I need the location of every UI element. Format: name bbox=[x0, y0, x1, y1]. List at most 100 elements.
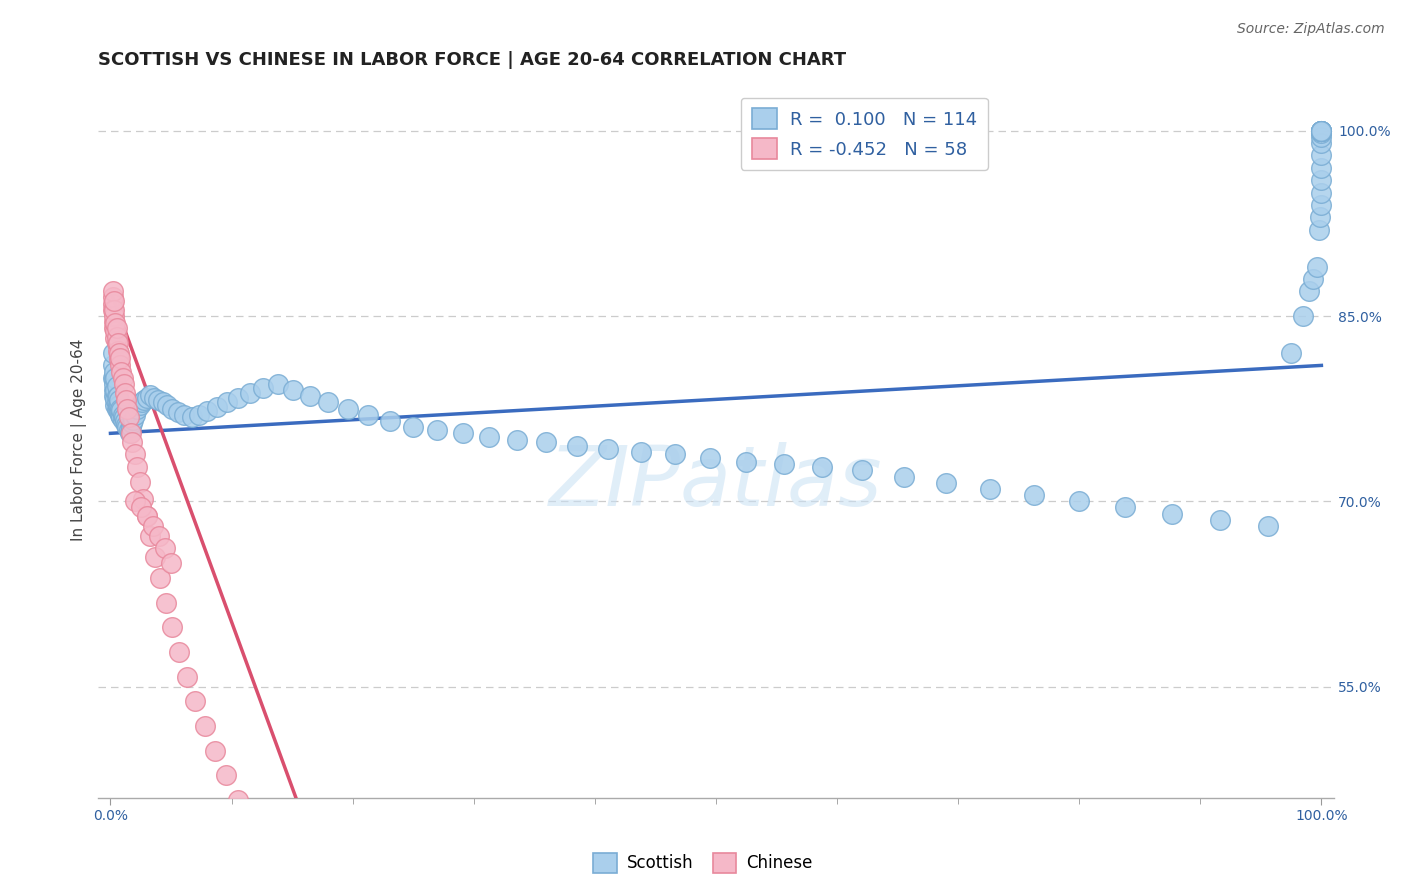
Point bbox=[105, 330, 128, 344]
Point bbox=[105, 379, 128, 393]
Point bbox=[111, 370, 134, 384]
Point bbox=[1310, 124, 1333, 138]
Point bbox=[124, 408, 146, 422]
Point bbox=[598, 442, 620, 457]
Point bbox=[108, 359, 131, 373]
Point bbox=[104, 317, 127, 331]
Point bbox=[115, 392, 138, 407]
Point bbox=[107, 401, 129, 416]
Point bbox=[402, 420, 425, 434]
Point bbox=[194, 719, 217, 733]
Point bbox=[135, 509, 157, 524]
Point bbox=[107, 398, 129, 412]
Point bbox=[1302, 272, 1324, 286]
Point bbox=[426, 423, 449, 437]
Point bbox=[252, 381, 274, 395]
Text: SCOTTISH VS CHINESE IN LABOR FORCE | AGE 20-64 CORRELATION CHART: SCOTTISH VS CHINESE IN LABOR FORCE | AGE… bbox=[98, 51, 846, 69]
Point bbox=[1310, 130, 1333, 145]
Point bbox=[110, 410, 132, 425]
Point bbox=[160, 556, 183, 570]
Point bbox=[134, 392, 156, 407]
Point bbox=[128, 475, 150, 489]
Point bbox=[107, 336, 129, 351]
Point bbox=[478, 430, 501, 444]
Point bbox=[979, 482, 1001, 496]
Point bbox=[205, 401, 228, 415]
Point bbox=[380, 414, 402, 428]
Point bbox=[103, 383, 125, 397]
Point bbox=[103, 389, 125, 403]
Point bbox=[173, 408, 195, 422]
Point bbox=[735, 455, 758, 469]
Point bbox=[129, 500, 152, 515]
Point bbox=[1310, 124, 1333, 138]
Point bbox=[111, 408, 134, 422]
Point bbox=[1310, 198, 1333, 212]
Point bbox=[180, 410, 202, 425]
Point bbox=[108, 351, 131, 365]
Point bbox=[1310, 136, 1333, 150]
Point bbox=[104, 398, 127, 412]
Point bbox=[1310, 124, 1333, 138]
Point bbox=[1310, 124, 1333, 138]
Point bbox=[103, 321, 125, 335]
Point bbox=[1310, 161, 1333, 175]
Point bbox=[1310, 126, 1333, 140]
Point bbox=[107, 343, 129, 358]
Point bbox=[104, 392, 127, 406]
Point bbox=[110, 402, 132, 417]
Point bbox=[1114, 500, 1136, 515]
Point bbox=[120, 420, 142, 434]
Point bbox=[167, 405, 190, 419]
Point bbox=[117, 401, 139, 416]
Point bbox=[108, 405, 131, 419]
Point bbox=[112, 376, 135, 391]
Text: ZIPatlas: ZIPatlas bbox=[550, 442, 883, 523]
Point bbox=[124, 447, 146, 461]
Point bbox=[148, 529, 170, 543]
Point bbox=[105, 336, 128, 351]
Point bbox=[121, 417, 143, 431]
Point bbox=[122, 413, 145, 427]
Point bbox=[104, 331, 127, 345]
Point bbox=[283, 383, 305, 397]
Point bbox=[630, 445, 652, 459]
Point bbox=[135, 391, 157, 405]
Point bbox=[114, 385, 136, 400]
Point bbox=[108, 352, 131, 367]
Point bbox=[143, 391, 166, 405]
Point bbox=[117, 410, 139, 425]
Point bbox=[252, 842, 274, 856]
Point bbox=[893, 469, 915, 483]
Point bbox=[112, 410, 135, 425]
Point bbox=[149, 571, 172, 585]
Point bbox=[772, 457, 794, 471]
Point bbox=[160, 401, 183, 416]
Point bbox=[1292, 309, 1315, 323]
Point bbox=[104, 324, 127, 338]
Y-axis label: In Labor Force | Age 20-64: In Labor Force | Age 20-64 bbox=[72, 338, 87, 541]
Point bbox=[1310, 186, 1333, 200]
Point bbox=[108, 401, 131, 416]
Point bbox=[131, 395, 153, 409]
Point bbox=[117, 420, 139, 434]
Point bbox=[664, 447, 686, 461]
Point bbox=[139, 388, 162, 402]
Legend: Scottish, Chinese: Scottish, Chinese bbox=[586, 847, 820, 880]
Point bbox=[1310, 124, 1333, 138]
Point bbox=[1310, 124, 1333, 138]
Point bbox=[146, 392, 169, 407]
Point bbox=[127, 459, 149, 474]
Point bbox=[103, 302, 125, 317]
Point bbox=[357, 408, 380, 422]
Point bbox=[1257, 519, 1279, 533]
Point bbox=[121, 434, 143, 449]
Point bbox=[105, 389, 128, 403]
Point bbox=[101, 302, 124, 317]
Point bbox=[114, 414, 136, 428]
Point bbox=[120, 426, 142, 441]
Point bbox=[142, 519, 165, 533]
Point bbox=[266, 376, 288, 391]
Point bbox=[1308, 222, 1330, 236]
Point bbox=[110, 365, 132, 379]
